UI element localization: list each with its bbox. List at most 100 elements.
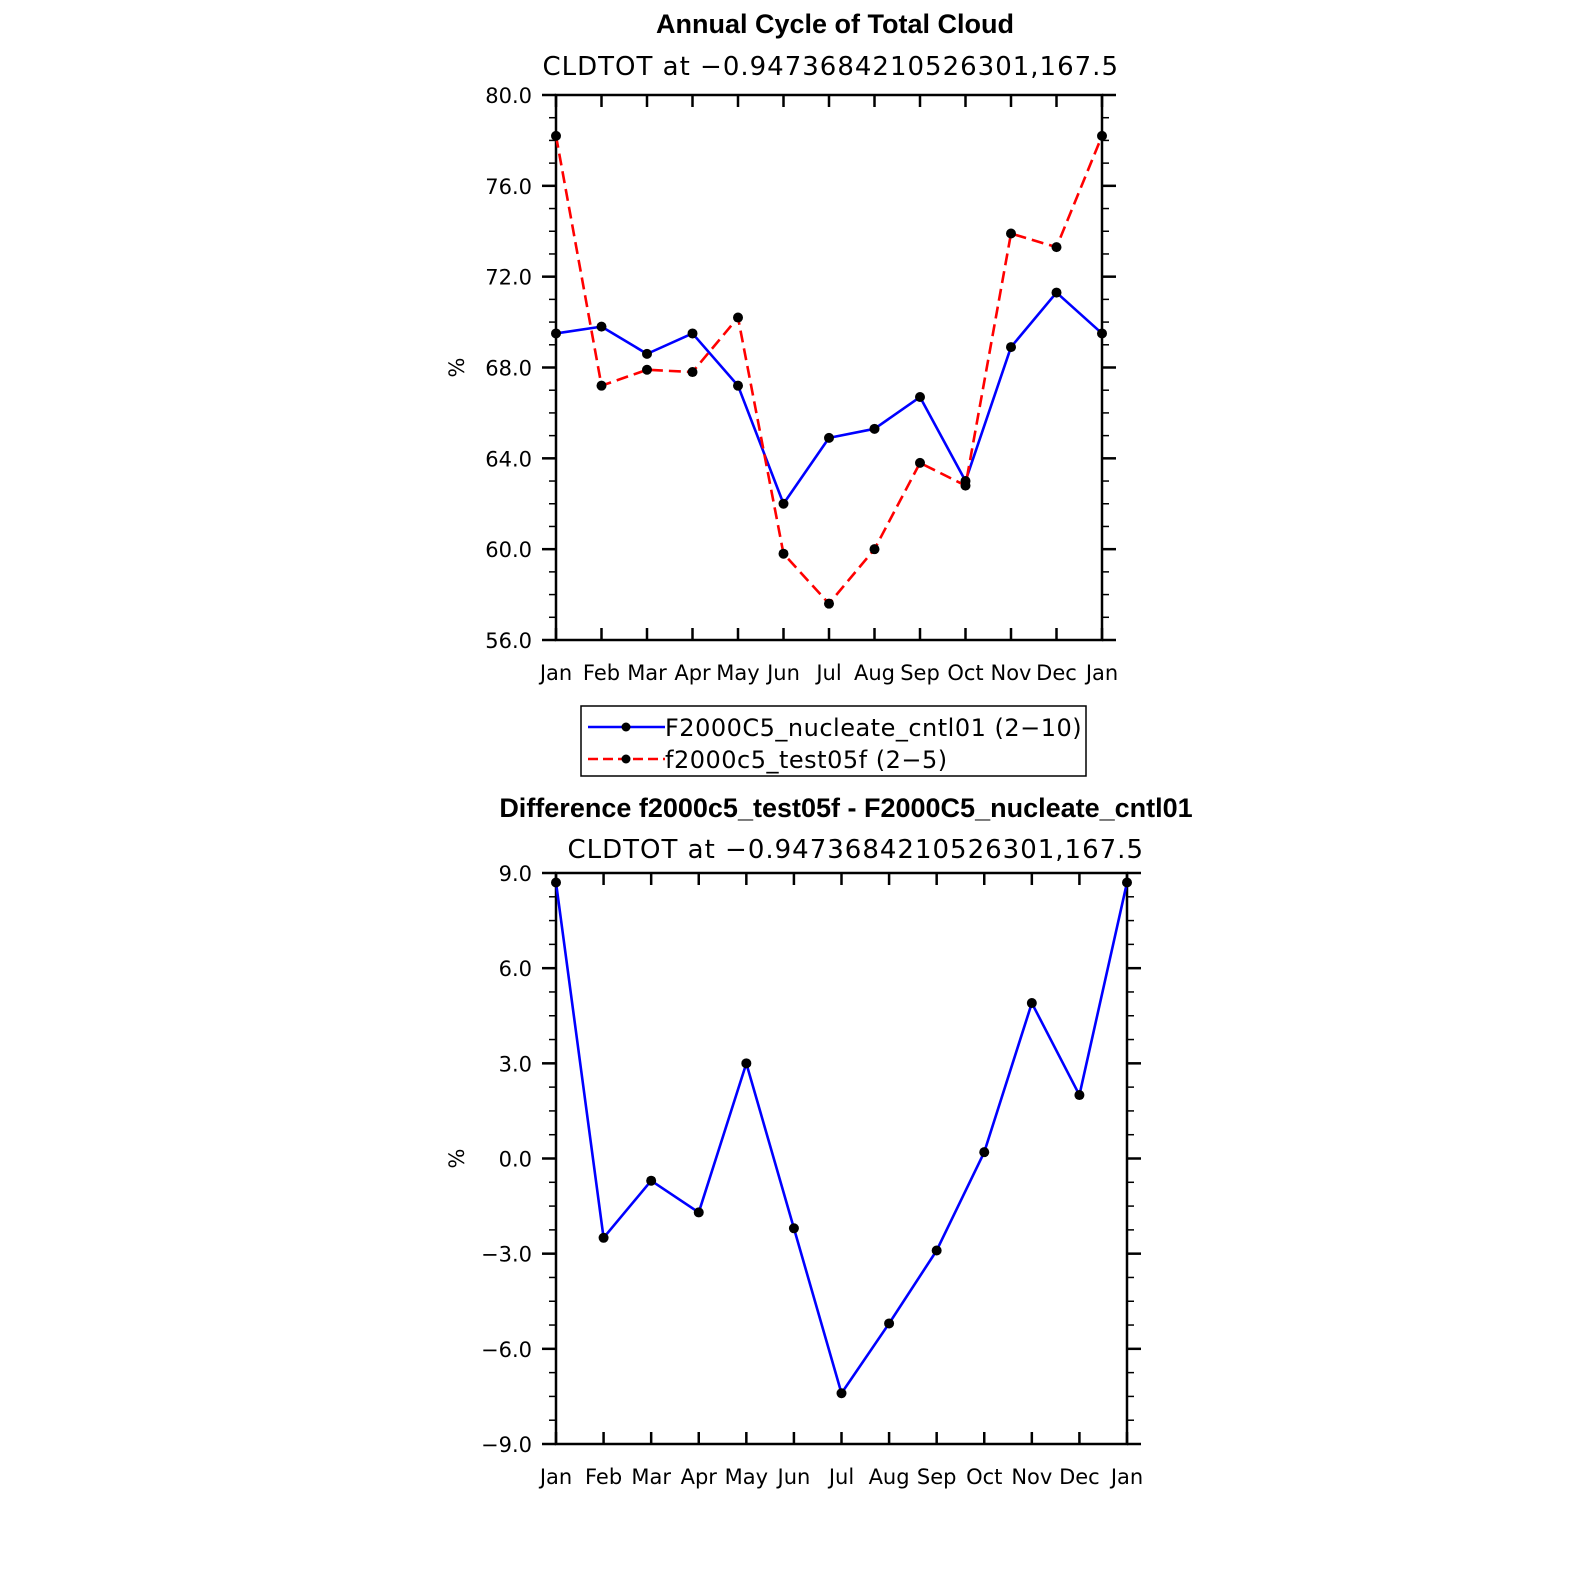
top-series-line-0 <box>555 291 1103 506</box>
bottom-ylabel: % <box>445 1149 469 1169</box>
legend: F2000C5_nucleate_cntl01 (2−10) f2000c5_t… <box>580 705 1087 777</box>
bottom-xtick-label: Jul <box>827 1465 854 1489</box>
bottom-chart-axes: Jan Feb Mar Apr May Jun Jul Aug Sep Oct Nov Dec Jan−… <box>445 862 1143 1489</box>
top-ytick-label: 72.0 <box>485 266 532 290</box>
top-data-point-0 <box>778 498 789 509</box>
top-ytick-label: 60.0 <box>485 538 532 562</box>
bottom-data-point-0 <box>646 1175 657 1186</box>
top-data-point-0 <box>642 348 652 359</box>
top-data-point-1 <box>642 364 652 375</box>
top-data-point-1 <box>1006 228 1016 239</box>
bottom-chart: Difference f2000c5_test05f - F2000C5_nuc… <box>445 793 1193 1489</box>
bottom-data-point-0 <box>693 1207 704 1218</box>
top-xtick-label: Feb <box>583 661 620 685</box>
bottom-xtick-label: Jun <box>776 1465 811 1489</box>
top-xtick-label: Aug <box>854 661 895 685</box>
bottom-xtick-label: May <box>725 1465 768 1489</box>
top-data-point-0 <box>915 392 925 403</box>
top-data-point-1 <box>869 544 880 555</box>
bottom-data-point-0 <box>741 1058 752 1069</box>
top-data-point-1 <box>596 380 607 391</box>
top-xtick-label: Jun <box>765 661 800 685</box>
top-data-point-0 <box>1051 287 1062 298</box>
top-xtick-label: Mar <box>627 661 667 685</box>
bottom-xtick-label: Jan <box>538 1465 572 1489</box>
legend-entry-test05f: f2000c5_test05f (2−5) <box>588 746 948 774</box>
top-data-point-1 <box>824 598 834 609</box>
legend-label-cntl01: F2000C5_nucleate_cntl01 (2−10) <box>665 714 1082 742</box>
top-data-point-1 <box>778 548 789 559</box>
top-data-point-1 <box>915 457 925 468</box>
top-chart-title: Annual Cycle of Total Cloud <box>656 9 1014 39</box>
bottom-xtick-label: Mar <box>631 1465 671 1489</box>
bottom-xtick-label: Dec <box>1059 1465 1100 1489</box>
legend-entry-cntl01: F2000C5_nucleate_cntl01 (2−10) <box>588 714 1082 742</box>
top-ytick-label: 76.0 <box>485 175 532 199</box>
top-ytick-label: 56.0 <box>485 629 532 653</box>
bottom-data-point-0 <box>1074 1090 1085 1101</box>
top-plot-frame <box>554 93 1104 642</box>
top-chart-axes: Jan Feb Mar Apr May Jun Jul Aug Sep Oct Nov Dec Jan5… <box>445 84 1118 685</box>
top-ytick-label: 68.0 <box>485 357 532 381</box>
top-xtick-label: Dec <box>1036 661 1077 685</box>
bottom-series-line-0 <box>554 882 1129 1395</box>
top-xtick-label: Jan <box>1084 661 1118 685</box>
top-data-point-1 <box>551 130 561 141</box>
legend-box <box>580 705 1087 777</box>
bottom-chart-subtitle: CLDTOT at −0.9473684210526301,167.5 <box>567 835 1144 865</box>
top-data-point-1 <box>687 367 698 378</box>
top-data-point-0 <box>1097 328 1107 339</box>
top-data-point-1 <box>1097 130 1107 141</box>
top-data-point-0 <box>733 380 743 391</box>
bottom-data-point-0 <box>884 1318 895 1329</box>
top-data-point-0 <box>551 328 561 339</box>
bottom-ytick-label: −3.0 <box>481 1243 532 1267</box>
top-xtick-label: Jan <box>538 661 572 685</box>
top-series-line-1 <box>554 135 1104 605</box>
bottom-xtick-label: Aug <box>869 1465 910 1489</box>
bottom-xtick-label: Nov <box>1011 1465 1052 1489</box>
bottom-chart-marks <box>551 877 1132 1399</box>
bottom-chart-title: Difference f2000c5_test05f - F2000C5_nuc… <box>499 793 1192 823</box>
top-data-point-0 <box>824 432 834 443</box>
bottom-xtick-label: Feb <box>585 1465 622 1489</box>
bottom-data-point-0 <box>1026 998 1037 1009</box>
top-xtick-label: May <box>716 661 759 685</box>
bottom-ytick-label: −9.0 <box>481 1433 532 1457</box>
top-data-point-0 <box>596 321 607 332</box>
bottom-plot-frame <box>554 871 1129 1446</box>
top-data-point-0 <box>687 328 698 339</box>
top-ytick-label: 64.0 <box>485 447 532 471</box>
top-ylabel: % <box>445 358 469 378</box>
top-xtick-label: Apr <box>674 661 711 685</box>
top-chart: Annual Cycle of Total Cloud CLDTOT at −0… <box>445 9 1119 685</box>
top-chart-marks <box>551 130 1107 609</box>
legend-marker-cntl01 <box>621 722 631 732</box>
top-xtick-label: Oct <box>947 661 983 685</box>
bottom-xtick-label: Sep <box>917 1465 957 1489</box>
top-ytick-label: 80.0 <box>485 84 532 108</box>
top-data-point-1 <box>1051 242 1062 253</box>
bottom-ytick-label: 9.0 <box>499 862 532 886</box>
bottom-ytick-label: −6.0 <box>481 1338 532 1362</box>
top-data-point-0 <box>1006 342 1016 353</box>
top-data-point-1 <box>733 312 743 323</box>
bottom-data-point-0 <box>551 877 561 888</box>
top-data-point-0 <box>869 423 880 434</box>
top-data-point-1 <box>960 480 971 491</box>
bottom-ytick-label: 6.0 <box>499 957 532 981</box>
bottom-data-point-0 <box>1122 877 1132 888</box>
legend-marker-test05f <box>621 754 631 764</box>
bottom-xtick-label: Jan <box>1109 1465 1143 1489</box>
bottom-xtick-label: Apr <box>681 1465 718 1489</box>
bottom-xtick-label: Oct <box>966 1465 1002 1489</box>
bottom-data-point-0 <box>788 1223 799 1234</box>
bottom-ytick-label: 3.0 <box>499 1052 532 1076</box>
top-chart-subtitle: CLDTOT at −0.9473684210526301,167.5 <box>542 52 1119 82</box>
top-xtick-label: Nov <box>991 661 1032 685</box>
legend-label-test05f: f2000c5_test05f (2−5) <box>665 746 948 774</box>
bottom-data-point-0 <box>598 1232 609 1243</box>
bottom-ytick-label: 0.0 <box>499 1148 532 1172</box>
top-xtick-label: Jul <box>814 661 841 685</box>
